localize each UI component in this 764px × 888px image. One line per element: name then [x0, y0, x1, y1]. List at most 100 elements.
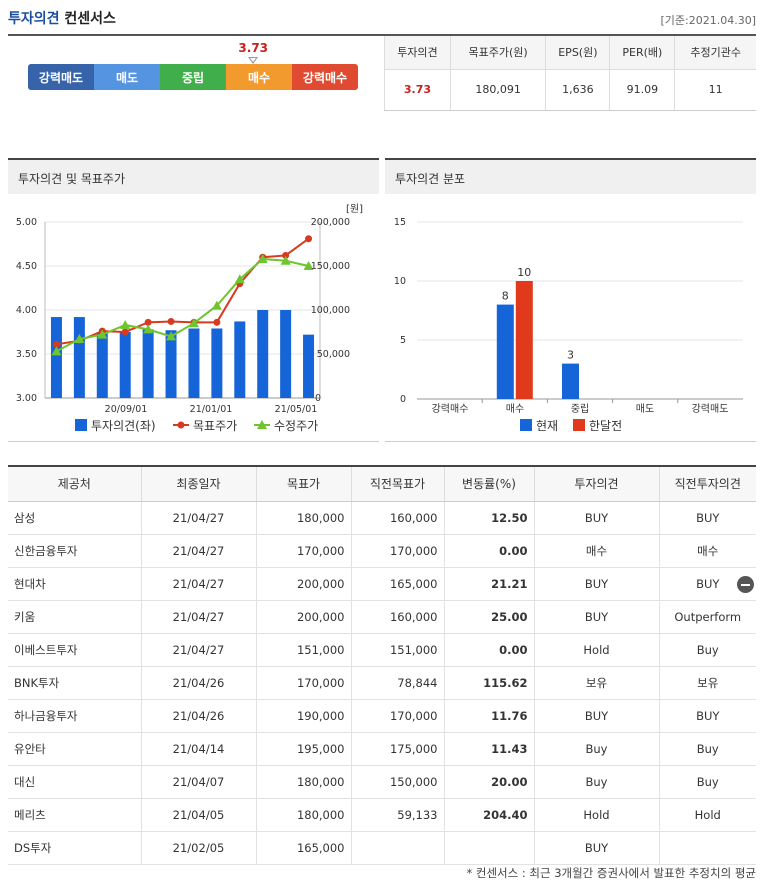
date-cell: 21/02/05	[140, 831, 256, 865]
y-right-tick: 0	[315, 393, 321, 404]
change-rate-cell: 12.50	[443, 501, 534, 535]
prev-target-cell: 151,000	[350, 633, 444, 667]
date-cell: 21/04/05	[140, 798, 256, 832]
provider-cell: 대신	[8, 765, 141, 799]
change-rate-cell: 115.62	[443, 666, 534, 700]
summary-per: 91.09	[609, 69, 675, 111]
opinion-cell: BUY	[533, 567, 659, 601]
date-cell: 21/04/26	[140, 666, 256, 700]
prev-opinion-cell: BUY	[658, 699, 756, 733]
summary-eps: 1,636	[545, 69, 610, 111]
right-panel-title: 투자의견 분포	[385, 158, 756, 194]
summary-header: 투자의견	[384, 36, 451, 70]
x-tick: 21/01/01	[190, 404, 233, 415]
category-label: 강력매수	[432, 403, 469, 415]
provider-cell: 이베스트투자	[8, 633, 141, 667]
broker-opinion-table: 제공처 최종일자 목표가 직전목표가 변동률(%) 투자의견 직전투자의견 삼성…	[8, 465, 756, 865]
summary-header: EPS(원)	[545, 36, 610, 70]
table-row: 신한금융투자 21/04/27 170,000 170,000 0.00 매수 매수	[8, 534, 756, 568]
table-header-row: 제공처 최종일자 목표가 직전목표가 변동률(%) 투자의견 직전투자의견	[8, 465, 756, 502]
provider-cell: 신한금융투자	[8, 534, 141, 568]
provider-cell: 현대차	[8, 567, 141, 601]
date-cell: 21/04/26	[140, 699, 256, 733]
title-rest: 컨센서스	[64, 11, 116, 27]
opinion-bar	[257, 310, 269, 398]
summary-header-row: 투자의견 목표주가(원) EPS(원) PER(배) 추정기관수	[384, 36, 756, 70]
target-price-cell: 200,000	[255, 567, 351, 601]
prev-opinion-cell: Buy	[658, 765, 756, 799]
opinion-cell: Hold	[533, 798, 659, 832]
opinion-bar	[280, 310, 292, 398]
table-row: 메리츠 21/04/05 180,000 59,133 204.40 Hold Hold	[8, 798, 756, 832]
opinion-cell: 매수	[533, 534, 659, 568]
table-row: 유안타 21/04/14 195,000 175,000 11.43 Buy Buy	[8, 732, 756, 766]
prev-opinion-cell: 매수	[658, 534, 756, 568]
date-cell: 21/04/14	[140, 732, 256, 766]
prev-target-cell: 165,000	[350, 567, 444, 601]
opinion-cell: Buy	[533, 765, 659, 799]
left-panel-title: 투자의견 및 목표주가	[8, 158, 379, 194]
gauge-strong-sell: 강력매도	[28, 64, 94, 90]
opinion-cell: Buy	[533, 732, 659, 766]
opinion-bar	[96, 332, 108, 398]
opinion-cell: BUY	[533, 699, 659, 733]
prev-target-cell: 175,000	[350, 732, 444, 766]
date-cell: 21/04/27	[140, 567, 256, 601]
opinion-cell: BUY	[533, 501, 659, 535]
title-highlight: 투자의견	[8, 11, 60, 27]
provider-cell: DS투자	[8, 831, 141, 865]
bar-value-label: 10	[517, 266, 531, 279]
gauge-buy: 매수	[226, 64, 292, 90]
table-row: 이베스트투자 21/04/27 151,000 151,000 0.00 Hold Buy	[8, 633, 756, 667]
y-left-tick: 5.00	[16, 217, 37, 228]
prev-opinion-cell: Buy	[658, 633, 756, 667]
adjusted-price-point	[234, 274, 245, 284]
opinion-cell: Hold	[533, 633, 659, 667]
opinion-target-price-chart: [원] 5.00 4.50 4.00 3.50 3.00 200,000 150…	[16, 203, 363, 433]
summary-target-price: 180,091	[449, 69, 546, 111]
target-price-cell: 170,000	[255, 666, 351, 700]
x-tick: 20/09/01	[105, 404, 148, 415]
category-label: 강력매도	[692, 403, 729, 415]
target-price-cell: 180,000	[255, 798, 351, 832]
opinion-cell: BUY	[533, 600, 659, 634]
target-price-point	[305, 235, 313, 243]
table-body: 삼성 21/04/27 180,000 160,000 12.50 BUY BUY 신한금융투…	[8, 501, 756, 865]
opinion-bar	[119, 332, 131, 398]
category-label: 매도	[636, 403, 654, 415]
collapse-icon[interactable]	[737, 576, 754, 593]
legend-label: 수정주가	[274, 419, 318, 433]
legend-label: 목표주가	[193, 419, 237, 433]
legend-marker-target	[177, 421, 185, 429]
table-row: 키움 21/04/27 200,000 160,000 25.00 BUY Outperfo…	[8, 600, 756, 634]
target-price-point	[167, 317, 175, 325]
table-row: BNK투자 21/04/26 170,000 78,844 115.62 보유 보유	[8, 666, 756, 700]
y-right-tick: 200,000	[311, 217, 350, 228]
adjusted-price-point	[143, 324, 154, 334]
opinion-bar	[211, 328, 223, 398]
prev-target-cell	[350, 831, 444, 865]
opinion-bar	[234, 321, 246, 398]
column-header: 직전목표가	[350, 465, 444, 502]
column-header: 제공처	[8, 465, 141, 502]
y-left-tick: 4.00	[16, 305, 37, 316]
top-divider	[8, 34, 756, 36]
adjusted-price-point	[303, 261, 314, 270]
target-price-cell: 200,000	[255, 600, 351, 634]
opinion-bar	[188, 328, 200, 398]
left-panel-bottom	[8, 441, 379, 442]
date-cell: 21/04/07	[140, 765, 256, 799]
target-price-cell: 180,000	[255, 501, 351, 535]
prev-target-cell: 170,000	[350, 699, 444, 733]
prev-target-cell: 150,000	[350, 765, 444, 799]
summary-header: 목표주가(원)	[449, 36, 546, 70]
date-cell: 21/04/27	[140, 633, 256, 667]
change-rate-cell: 20.00	[443, 765, 534, 799]
change-rate-cell: 0.00	[443, 633, 534, 667]
y-left-tick: 3.00	[16, 393, 37, 404]
prev-target-cell: 78,844	[350, 666, 444, 700]
prev-target-cell: 160,000	[350, 600, 444, 634]
prev-opinion-cell: 보유	[658, 666, 756, 700]
legend-marker-adjusted	[257, 420, 267, 429]
summary-institution-count: 11	[674, 69, 756, 111]
